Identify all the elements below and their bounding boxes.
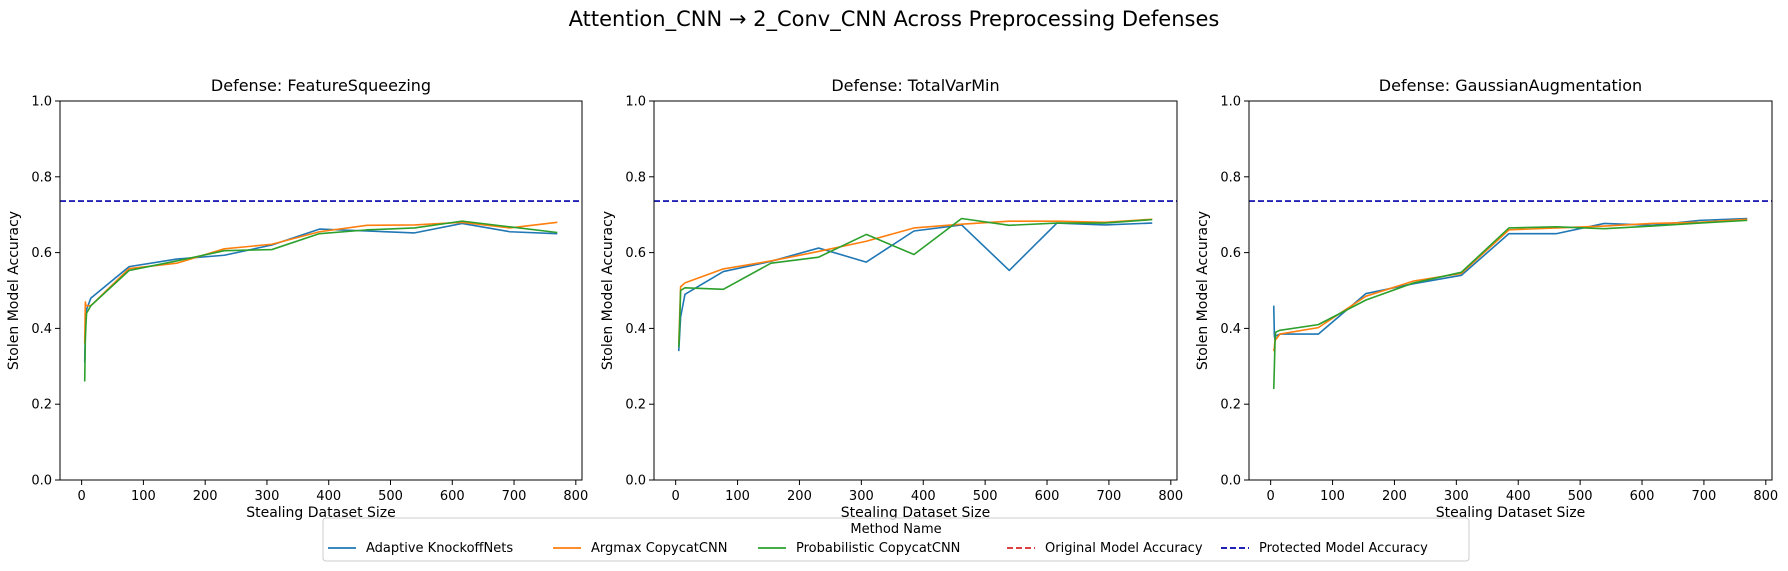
y-tick-label: 0.4 — [625, 322, 646, 337]
legend-entry: Argmax CopycatCNN — [553, 541, 727, 556]
plot-area — [654, 200, 1177, 352]
x-tick-label: 400 — [1506, 489, 1531, 504]
x-axis-label: Stealing Dataset Size — [246, 505, 396, 521]
x-axis-label: Stealing Dataset Size — [1436, 505, 1586, 521]
series-line-probabilistic-copycatcnn — [1272, 219, 1748, 390]
x-tick-label: 800 — [1753, 489, 1778, 504]
y-tick-label: 0.6 — [625, 246, 646, 261]
y-axis-label: Stolen Model Accuracy — [6, 211, 22, 370]
y-tick-label: 0.2 — [31, 398, 52, 413]
y-tick-label: 0.0 — [625, 474, 646, 489]
legend-label: Protected Model Accuracy — [1259, 541, 1428, 556]
legend: Method Name Adaptive KnockoffNets Argmax C… — [322, 517, 1470, 562]
x-tick-label: 400 — [911, 489, 936, 504]
x-tick-label: 0 — [1267, 489, 1275, 504]
x-tick-label: 700 — [502, 489, 527, 504]
plot-area — [1249, 200, 1772, 390]
y-tick-label: 0.8 — [31, 170, 52, 185]
legend-title: Method Name — [850, 522, 941, 537]
series-line-adaptive-knockoffnets — [1272, 217, 1748, 341]
panel-3: Defense: GaussianAugmentation 0.0 0.2 0.4 0.… — [1195, 76, 1778, 521]
legend-entry: Original Model Accuracy — [1007, 541, 1203, 556]
y-tick-label: 1.0 — [31, 95, 52, 110]
y-tick-label: 0.0 — [31, 474, 52, 489]
y-axis-label: Stolen Model Accuracy — [1195, 211, 1211, 370]
y-tick-label: 0.2 — [625, 398, 646, 413]
x-tick-label: 200 — [1382, 489, 1407, 504]
legend-entry: Protected Model Accuracy — [1221, 541, 1428, 556]
y-tick-label: 0.2 — [1220, 398, 1241, 413]
x-tick-label: 700 — [1097, 489, 1122, 504]
panel-title: Defense: FeatureSqueezing — [211, 76, 431, 95]
x-tick-label: 200 — [787, 489, 812, 504]
y-tick-label: 0.8 — [1220, 170, 1241, 185]
y-tick-label: 0.4 — [31, 322, 52, 337]
axes-frame — [59, 100, 583, 481]
x-tick-label: 300 — [1444, 489, 1469, 504]
axes-frame — [1248, 100, 1773, 481]
y-tick-label: 0.8 — [625, 170, 646, 185]
series-line-probabilistic-copycatcnn — [83, 220, 558, 382]
y-tick-label: 0.6 — [1220, 246, 1241, 261]
x-tick-label: 300 — [255, 489, 280, 504]
legend-entry: Probabilistic CopycatCNN — [758, 541, 960, 556]
legend-label: Probabilistic CopycatCNN — [796, 541, 960, 556]
x-tick-label: 100 — [725, 489, 750, 504]
x-axis-label: Stealing Dataset Size — [841, 505, 991, 521]
x-tick-label: 500 — [378, 489, 403, 504]
series-line-probabilistic-copycatcnn — [677, 217, 1153, 348]
panels: Defense: FeatureSqueezing 0.0 0.2 0.4 0.6 0.8… — [6, 76, 1778, 521]
x-tick-label: 800 — [1158, 489, 1183, 504]
x-tick-label: 100 — [131, 489, 156, 504]
x-tick-label: 600 — [440, 489, 465, 504]
x-tick-label: 800 — [563, 489, 588, 504]
panel-title: Defense: GaussianAugmentation — [1379, 76, 1642, 95]
panel-title: Defense: TotalVarMin — [831, 76, 999, 95]
series-line-adaptive-knockoffnets — [83, 222, 558, 363]
x-tick-label: 600 — [1630, 489, 1655, 504]
series-line-argmax-copycatcnn — [83, 221, 558, 344]
x-tick-label: 0 — [672, 489, 680, 504]
x-tick-label: 100 — [1320, 489, 1345, 504]
legend-box — [322, 517, 1470, 562]
plot-area — [60, 200, 582, 382]
x-tick-label: 0 — [77, 489, 85, 504]
legend-label: Original Model Accuracy — [1045, 541, 1203, 556]
y-tick-label: 0.0 — [1220, 474, 1241, 489]
series-line-argmax-copycatcnn — [1272, 218, 1748, 352]
series-line-adaptive-knockoffnets — [677, 222, 1153, 352]
x-tick-label: 200 — [193, 489, 218, 504]
x-tick-label: 700 — [1692, 489, 1717, 504]
panel-2: Defense: TotalVarMin 0.0 0.2 0.4 0.6 0.8 1.0 0 1… — [600, 76, 1183, 521]
y-axis-label: Stolen Model Accuracy — [600, 211, 616, 370]
panel-1: Defense: FeatureSqueezing 0.0 0.2 0.4 0.6 0.8… — [6, 76, 588, 521]
y-tick-label: 0.6 — [31, 246, 52, 261]
legend-label: Argmax CopycatCNN — [591, 541, 727, 556]
x-tick-label: 600 — [1035, 489, 1060, 504]
x-tick-label: 500 — [1568, 489, 1593, 504]
x-tick-label: 500 — [973, 489, 998, 504]
y-tick-label: 0.4 — [1220, 322, 1241, 337]
axes-frame — [653, 100, 1178, 481]
legend-label: Adaptive KnockoffNets — [366, 541, 513, 556]
y-tick-label: 1.0 — [1220, 95, 1241, 110]
x-tick-label: 400 — [316, 489, 341, 504]
legend-entry: Adaptive KnockoffNets — [328, 541, 513, 556]
figure-title: Attention_CNN → 2_Conv_CNN Across Prepro… — [569, 7, 1220, 32]
y-tick-label: 1.0 — [625, 95, 646, 110]
x-tick-label: 300 — [849, 489, 874, 504]
series-line-argmax-copycatcnn — [677, 218, 1153, 344]
